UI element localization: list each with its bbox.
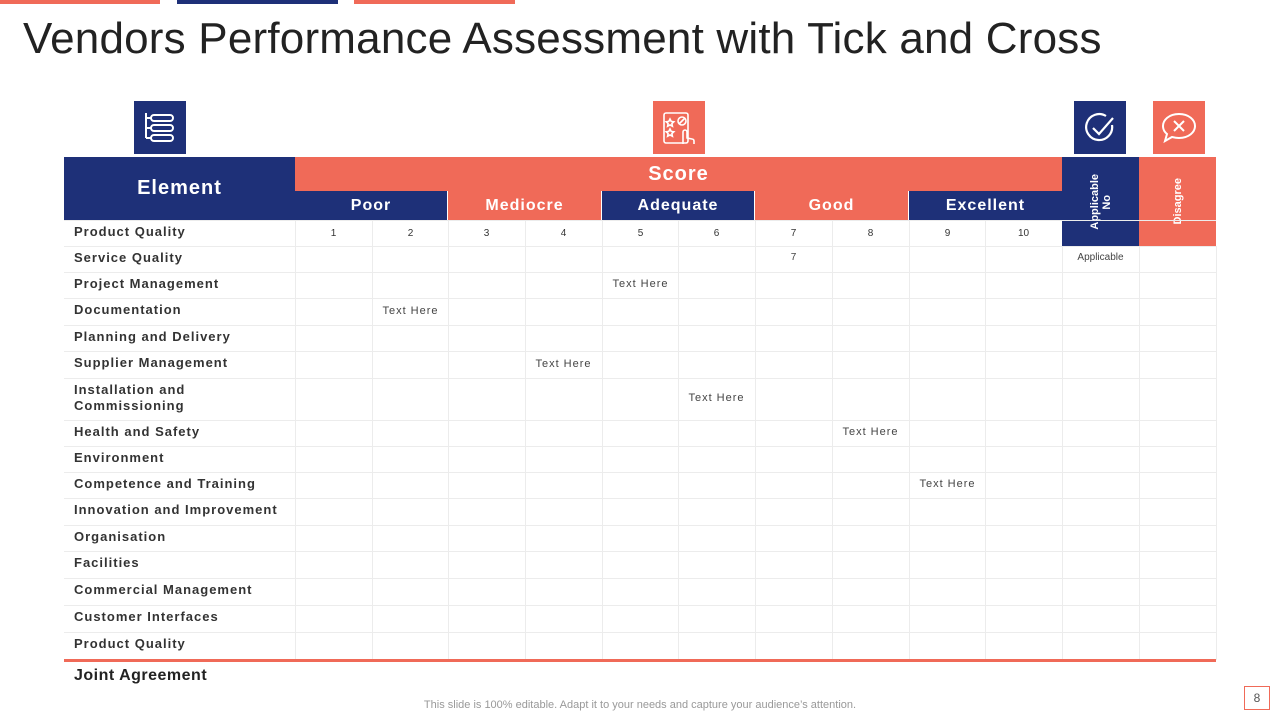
top-accent-bar-3 — [354, 0, 515, 4]
score-entry: Text Here — [535, 357, 592, 370]
row-label: Organisation — [74, 529, 167, 544]
disagree-header-text: Disagree — [1171, 178, 1184, 225]
column-divider — [832, 220, 833, 660]
column-divider — [755, 220, 756, 660]
row-label: Project Management — [74, 276, 220, 291]
row-divider — [64, 578, 1216, 579]
row-label: Customer Interfaces — [74, 609, 219, 624]
score-entry: Text Here — [382, 304, 439, 317]
score-entry: 7 — [790, 252, 797, 263]
row-divider — [64, 551, 1216, 552]
row-divider — [64, 420, 1216, 421]
footer-note: This slide is 100% editable. Adapt it to… — [423, 699, 857, 711]
element-icon-box — [134, 101, 186, 154]
cross-speech-icon — [1161, 112, 1197, 143]
row-label: Innovation and Improvement — [74, 502, 278, 517]
top-accent-bar-1 — [0, 0, 160, 4]
score-entry: Text Here — [842, 426, 899, 438]
row-divider — [64, 446, 1216, 447]
column-divider — [1139, 246, 1140, 660]
applicable-header: Applicable No — [1062, 157, 1139, 246]
row-divider — [64, 498, 1216, 499]
row-divider — [64, 351, 1216, 352]
score-entry: Text Here — [919, 478, 976, 490]
category-good: Good — [755, 191, 909, 220]
column-divider — [909, 220, 910, 660]
bottom-rule — [64, 659, 1216, 662]
row-label: Service Quality — [74, 250, 183, 265]
scale-number: 9 — [944, 228, 951, 239]
row-divider — [64, 378, 1216, 379]
row-divider — [64, 605, 1216, 606]
row-label: Planning and Delivery — [74, 329, 231, 344]
page-number: 8 — [1244, 686, 1270, 710]
column-divider — [678, 220, 679, 660]
row-divider — [64, 246, 1216, 247]
scale-number: 4 — [560, 228, 567, 239]
applicable-entry: Applicable — [1077, 252, 1124, 263]
column-divider — [1216, 246, 1217, 660]
category-poor: Poor — [295, 191, 448, 220]
column-divider — [985, 220, 986, 660]
score-entry: Text Here — [688, 392, 745, 404]
scale-number: 3 — [483, 228, 490, 239]
row-label: Installation and Commissioning — [74, 382, 186, 413]
scale-number: 8 — [867, 228, 874, 239]
scale-number: 5 — [637, 228, 644, 239]
column-divider — [448, 220, 449, 660]
row-label: Facilities — [74, 555, 140, 570]
applicable-header-sub: No — [1100, 194, 1113, 209]
joint-agreement: Joint Agreement — [74, 667, 208, 684]
column-divider — [1062, 246, 1063, 660]
row-label: Competence and Training — [74, 476, 256, 491]
score-header: Score — [295, 157, 1062, 191]
page-title: Vendors Performance Assessment with Tick… — [23, 14, 1102, 63]
disagree-header: Disagree — [1139, 157, 1216, 246]
scale-number: 1 — [330, 228, 337, 239]
row-label: Commercial Management — [74, 582, 253, 597]
score-icon-box — [653, 101, 705, 154]
category-excellent: Excellent — [909, 191, 1062, 220]
scale-number: 6 — [713, 228, 720, 239]
row-divider — [64, 325, 1216, 326]
row-label: Environment — [74, 450, 165, 465]
scale-number: 2 — [407, 228, 414, 239]
row-divider — [64, 220, 1216, 221]
assessment-table: Element Score Poor Mediocre Adequate Goo… — [64, 157, 1217, 661]
row-divider — [64, 525, 1216, 526]
applicable-icon-box — [1074, 101, 1126, 154]
row-divider — [64, 298, 1216, 299]
column-divider — [372, 220, 373, 660]
row-label: Health and Safety — [74, 424, 201, 439]
disagree-icon-box — [1153, 101, 1205, 154]
category-adequate: Adequate — [602, 191, 755, 220]
row-divider — [64, 472, 1216, 473]
row-label: Supplier Management — [74, 355, 229, 370]
column-divider — [295, 220, 296, 660]
element-header: Element — [64, 157, 295, 220]
row-label: Product Quality — [74, 224, 186, 239]
list-icon — [145, 112, 174, 142]
rating-hand-icon — [663, 111, 695, 144]
top-accent-bar-2 — [177, 0, 338, 4]
scale-number: 7 — [790, 228, 797, 239]
row-divider — [64, 272, 1216, 273]
scale-number: 10 — [1017, 228, 1030, 239]
category-mediocre: Mediocre — [448, 191, 602, 220]
row-label: Documentation — [74, 302, 182, 317]
row-label: Product Quality — [74, 636, 186, 651]
row-divider — [64, 632, 1216, 633]
checkmark-icon — [1085, 112, 1114, 141]
column-divider — [602, 220, 603, 660]
score-entry: Text Here — [612, 278, 669, 290]
column-divider — [525, 220, 526, 660]
